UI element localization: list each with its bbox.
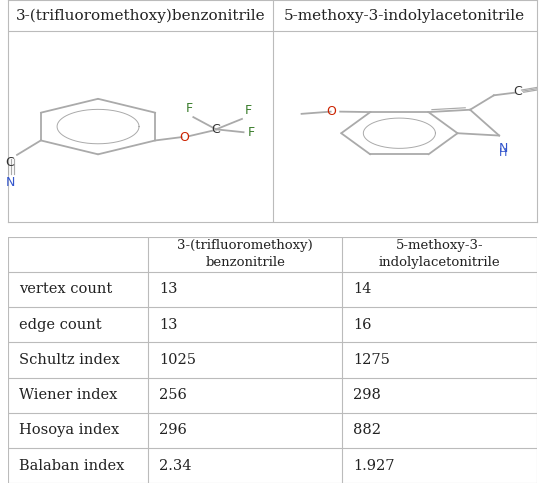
Text: 5-methoxy-3-indolylacetonitrile: 5-methoxy-3-indolylacetonitrile — [284, 9, 525, 22]
Text: vertex count: vertex count — [19, 283, 112, 297]
Text: O: O — [326, 105, 336, 118]
Text: 16: 16 — [353, 318, 371, 332]
Text: Schultz index: Schultz index — [19, 353, 119, 367]
Text: Balaban index: Balaban index — [19, 459, 124, 472]
Text: 296: 296 — [159, 423, 187, 437]
Text: C: C — [5, 156, 14, 169]
Text: 3-(trifluoromethoxy)benzonitrile: 3-(trifluoromethoxy)benzonitrile — [15, 8, 265, 23]
Text: N: N — [499, 142, 508, 155]
Text: 5-methoxy-3-
indolylacetonitrile: 5-methoxy-3- indolylacetonitrile — [379, 239, 500, 269]
Text: 13: 13 — [159, 318, 177, 332]
Text: edge count: edge count — [19, 318, 101, 332]
Text: F: F — [245, 104, 252, 117]
Text: N: N — [6, 176, 15, 189]
Text: Wiener index: Wiener index — [19, 388, 117, 402]
Text: 298: 298 — [353, 388, 381, 402]
Text: O: O — [179, 131, 189, 143]
Text: C: C — [211, 123, 220, 136]
Text: 256: 256 — [159, 388, 187, 402]
Text: 1.927: 1.927 — [353, 459, 395, 472]
Text: F: F — [186, 102, 193, 115]
Text: F: F — [248, 126, 255, 139]
Text: 1275: 1275 — [353, 353, 390, 367]
Text: C: C — [513, 85, 522, 99]
Text: Hosoya index: Hosoya index — [19, 423, 119, 437]
Text: 3-(trifluoromethoxy)
benzonitrile: 3-(trifluoromethoxy) benzonitrile — [178, 239, 313, 269]
Text: 14: 14 — [353, 283, 371, 297]
Text: 882: 882 — [353, 423, 381, 437]
Text: 1025: 1025 — [159, 353, 196, 367]
Text: H: H — [499, 148, 507, 158]
Text: 13: 13 — [159, 283, 177, 297]
Text: 2.34: 2.34 — [159, 459, 191, 472]
